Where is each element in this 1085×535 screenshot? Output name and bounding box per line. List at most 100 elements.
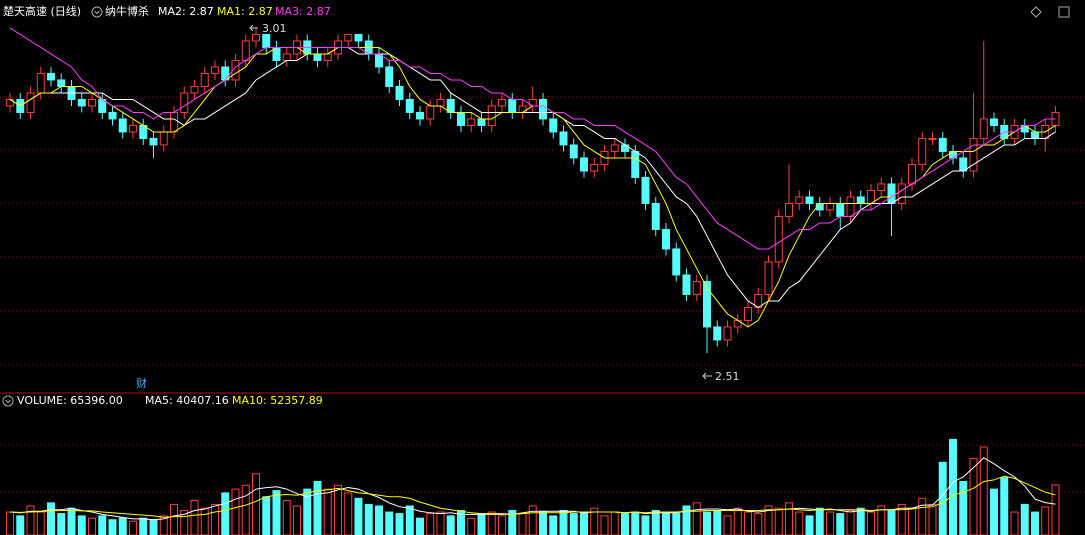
candle-body xyxy=(938,137,947,152)
candle-body xyxy=(457,111,465,126)
toolbar-icon[interactable] xyxy=(1030,6,1042,18)
candle-body xyxy=(1031,131,1039,139)
volume-bar xyxy=(733,507,742,535)
candle-body xyxy=(795,196,804,204)
volume-bar xyxy=(395,513,404,535)
volume-bar xyxy=(364,503,373,535)
volume-bar xyxy=(221,492,230,535)
candle-body xyxy=(149,137,158,146)
volume-bar xyxy=(672,513,681,535)
volume-bar xyxy=(282,500,291,535)
volume-bar xyxy=(446,515,455,535)
volume-bar xyxy=(641,515,650,535)
candle-body xyxy=(395,85,404,100)
candle-body xyxy=(559,131,568,146)
volume-bar xyxy=(990,488,998,535)
candle-body xyxy=(36,72,45,94)
volume-bar xyxy=(487,511,496,535)
volume-bar xyxy=(867,511,875,535)
volume-bar xyxy=(569,513,578,535)
candle-body xyxy=(170,111,178,133)
candle-body xyxy=(856,196,865,204)
candle-body xyxy=(651,202,660,230)
candle-body xyxy=(969,137,978,172)
volume-bar xyxy=(815,507,824,535)
candle-body xyxy=(323,53,332,61)
volume-bar xyxy=(1010,511,1019,535)
indicator-icon[interactable] xyxy=(91,6,103,18)
badge[interactable]: 财 xyxy=(136,376,147,390)
volume-icon[interactable] xyxy=(2,395,14,407)
candle-body xyxy=(610,144,619,152)
candle-body xyxy=(662,228,670,250)
candle-body xyxy=(180,92,189,113)
volume-bar xyxy=(713,510,722,535)
volume-bar xyxy=(1020,503,1029,535)
toolbar-icon[interactable] xyxy=(1058,6,1070,18)
legend-label: MA3: 2.87 xyxy=(275,5,331,18)
candle-body xyxy=(774,215,783,263)
candle-body xyxy=(590,163,599,172)
candle-body xyxy=(231,59,240,81)
volume-bar xyxy=(795,511,804,535)
candle-body xyxy=(569,144,578,159)
candle-body xyxy=(979,118,988,139)
volume-bar xyxy=(692,502,701,535)
volume-bar xyxy=(703,511,711,535)
candle-body xyxy=(887,183,896,204)
volume-bar xyxy=(200,507,209,535)
ma-line xyxy=(9,27,1056,250)
volume-bar xyxy=(836,513,845,535)
candle-body xyxy=(77,98,86,107)
volume-bar xyxy=(621,513,629,535)
candle-body xyxy=(467,118,476,126)
candle-body xyxy=(877,183,886,191)
volume-bar xyxy=(26,505,35,535)
volume-bar xyxy=(108,519,117,535)
candle-body xyxy=(190,85,199,94)
candle-body xyxy=(508,98,517,113)
volume-bar xyxy=(385,511,394,535)
candle-body xyxy=(385,66,394,87)
legend-label: MA5: 40407.16 xyxy=(145,394,229,407)
volume-bar xyxy=(959,480,968,535)
volume-bar xyxy=(785,502,793,535)
candle-body xyxy=(805,196,814,204)
candle-body xyxy=(692,280,701,295)
volume-bar xyxy=(16,515,25,535)
volume-bar xyxy=(1051,484,1060,535)
candle-body xyxy=(88,98,96,107)
legend-label: MA1: 2.87 xyxy=(217,5,273,18)
volume-bar xyxy=(651,510,660,535)
candle-body xyxy=(682,274,691,295)
volume-bar xyxy=(118,517,127,535)
indicator-name[interactable]: 纳牛博杀 xyxy=(105,4,149,18)
candle-body xyxy=(159,131,168,146)
volume-bar xyxy=(508,510,517,535)
candle-body xyxy=(549,118,558,133)
annotation-low: 2.51 xyxy=(715,370,740,383)
candle-body xyxy=(200,72,209,87)
candle-body xyxy=(897,183,906,204)
volume-bar xyxy=(826,511,834,535)
ma-line xyxy=(9,475,1056,518)
candle-body xyxy=(908,163,916,185)
volume-bar xyxy=(262,496,271,535)
volume-bar xyxy=(231,488,240,535)
volume-bar xyxy=(887,510,896,535)
candle-body xyxy=(313,53,322,61)
candle-body xyxy=(426,105,435,120)
candle-body xyxy=(416,111,424,120)
volume-bar xyxy=(149,519,158,535)
candle-body xyxy=(108,111,117,120)
volume-bar xyxy=(57,513,66,535)
volume-bar xyxy=(252,473,260,535)
candle-body xyxy=(498,98,506,107)
volume-bar xyxy=(723,515,732,535)
candle-body xyxy=(785,202,793,217)
volume-title: VOLUME: 65396.00 xyxy=(17,394,123,407)
candle-body xyxy=(405,98,414,113)
volume-bar xyxy=(528,505,537,535)
candle-body xyxy=(990,118,998,126)
